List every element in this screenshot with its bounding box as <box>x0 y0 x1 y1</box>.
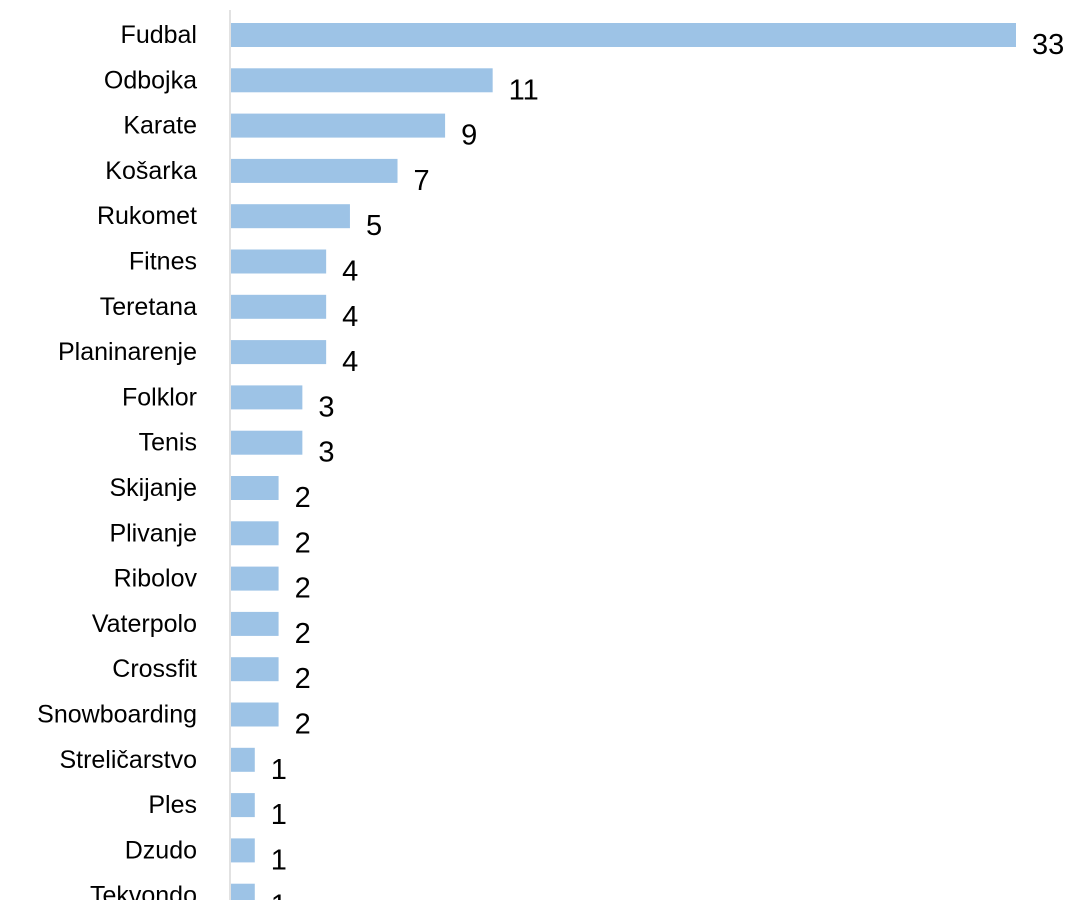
value-label-4: 5 <box>366 210 382 242</box>
category-label-10: Skijanje <box>109 474 197 502</box>
bar-5 <box>231 249 327 274</box>
value-label-12: 2 <box>295 573 311 605</box>
value-label-10: 2 <box>295 482 311 514</box>
value-label-11: 2 <box>295 527 311 559</box>
value-label-2: 9 <box>461 120 477 152</box>
bar-10 <box>231 476 279 500</box>
bar-16 <box>231 747 255 772</box>
value-label-5: 4 <box>342 256 358 288</box>
value-label-16: 1 <box>271 754 287 786</box>
category-label-3: Košarka <box>105 157 197 185</box>
value-label-1: 11 <box>509 74 539 106</box>
bar-17 <box>231 793 255 818</box>
bar-14 <box>231 657 279 682</box>
value-label-19: 1 <box>271 890 287 900</box>
bars-layer <box>231 23 1016 900</box>
category-label-4: Rukomet <box>97 202 197 230</box>
value-label-8: 3 <box>318 391 334 423</box>
value-label-13: 2 <box>295 618 311 650</box>
category-label-11: Plivanje <box>109 519 197 547</box>
category-label-14: Crossfit <box>112 655 197 683</box>
value-labels: 3311975444332222221111 <box>271 29 1064 900</box>
bar-9 <box>231 430 303 455</box>
value-label-7: 4 <box>342 346 358 378</box>
bar-15 <box>231 702 279 727</box>
bar-2 <box>231 113 446 138</box>
bar-18 <box>231 838 255 863</box>
value-label-18: 1 <box>271 844 287 876</box>
bar-0 <box>231 23 1016 47</box>
bar-1 <box>231 68 493 93</box>
bar-19 <box>231 883 255 900</box>
category-label-1: Odbojka <box>104 66 197 94</box>
bar-13 <box>231 611 279 636</box>
value-label-14: 2 <box>295 663 311 695</box>
category-label-8: Folklor <box>122 383 197 411</box>
category-label-6: Teretana <box>100 293 197 321</box>
value-label-9: 3 <box>318 437 334 469</box>
category-label-15: Snowboarding <box>37 701 197 729</box>
category-label-9: Tenis <box>139 429 197 457</box>
category-label-18: Dzudo <box>125 836 197 864</box>
category-label-7: Planinarenje <box>58 338 197 366</box>
value-label-15: 2 <box>295 709 311 741</box>
value-label-6: 4 <box>342 301 358 333</box>
bar-4 <box>231 204 350 229</box>
bar-3 <box>231 158 398 183</box>
bar-8 <box>231 385 303 410</box>
value-label-0: 33 <box>1032 29 1064 61</box>
bar-11 <box>231 521 279 546</box>
category-label-16: Streličarstvo <box>59 746 197 774</box>
category-label-0: Fudbal <box>121 21 197 49</box>
category-label-2: Karate <box>123 112 197 140</box>
category-labels: Fudbal Odbojka Karate Košarka Rukomet Fitnes T… <box>37 21 197 900</box>
value-label-3: 7 <box>414 165 430 197</box>
category-label-13: Vaterpolo <box>92 610 197 638</box>
bar-7 <box>231 340 327 365</box>
category-label-12: Ribolov <box>114 565 198 593</box>
bar-12 <box>231 566 279 591</box>
category-label-5: Fitnes <box>129 248 197 276</box>
bar-6 <box>231 294 327 319</box>
category-label-19: Tekvondo <box>90 882 197 900</box>
category-label-17: Ples <box>148 791 197 819</box>
value-label-17: 1 <box>271 799 287 831</box>
